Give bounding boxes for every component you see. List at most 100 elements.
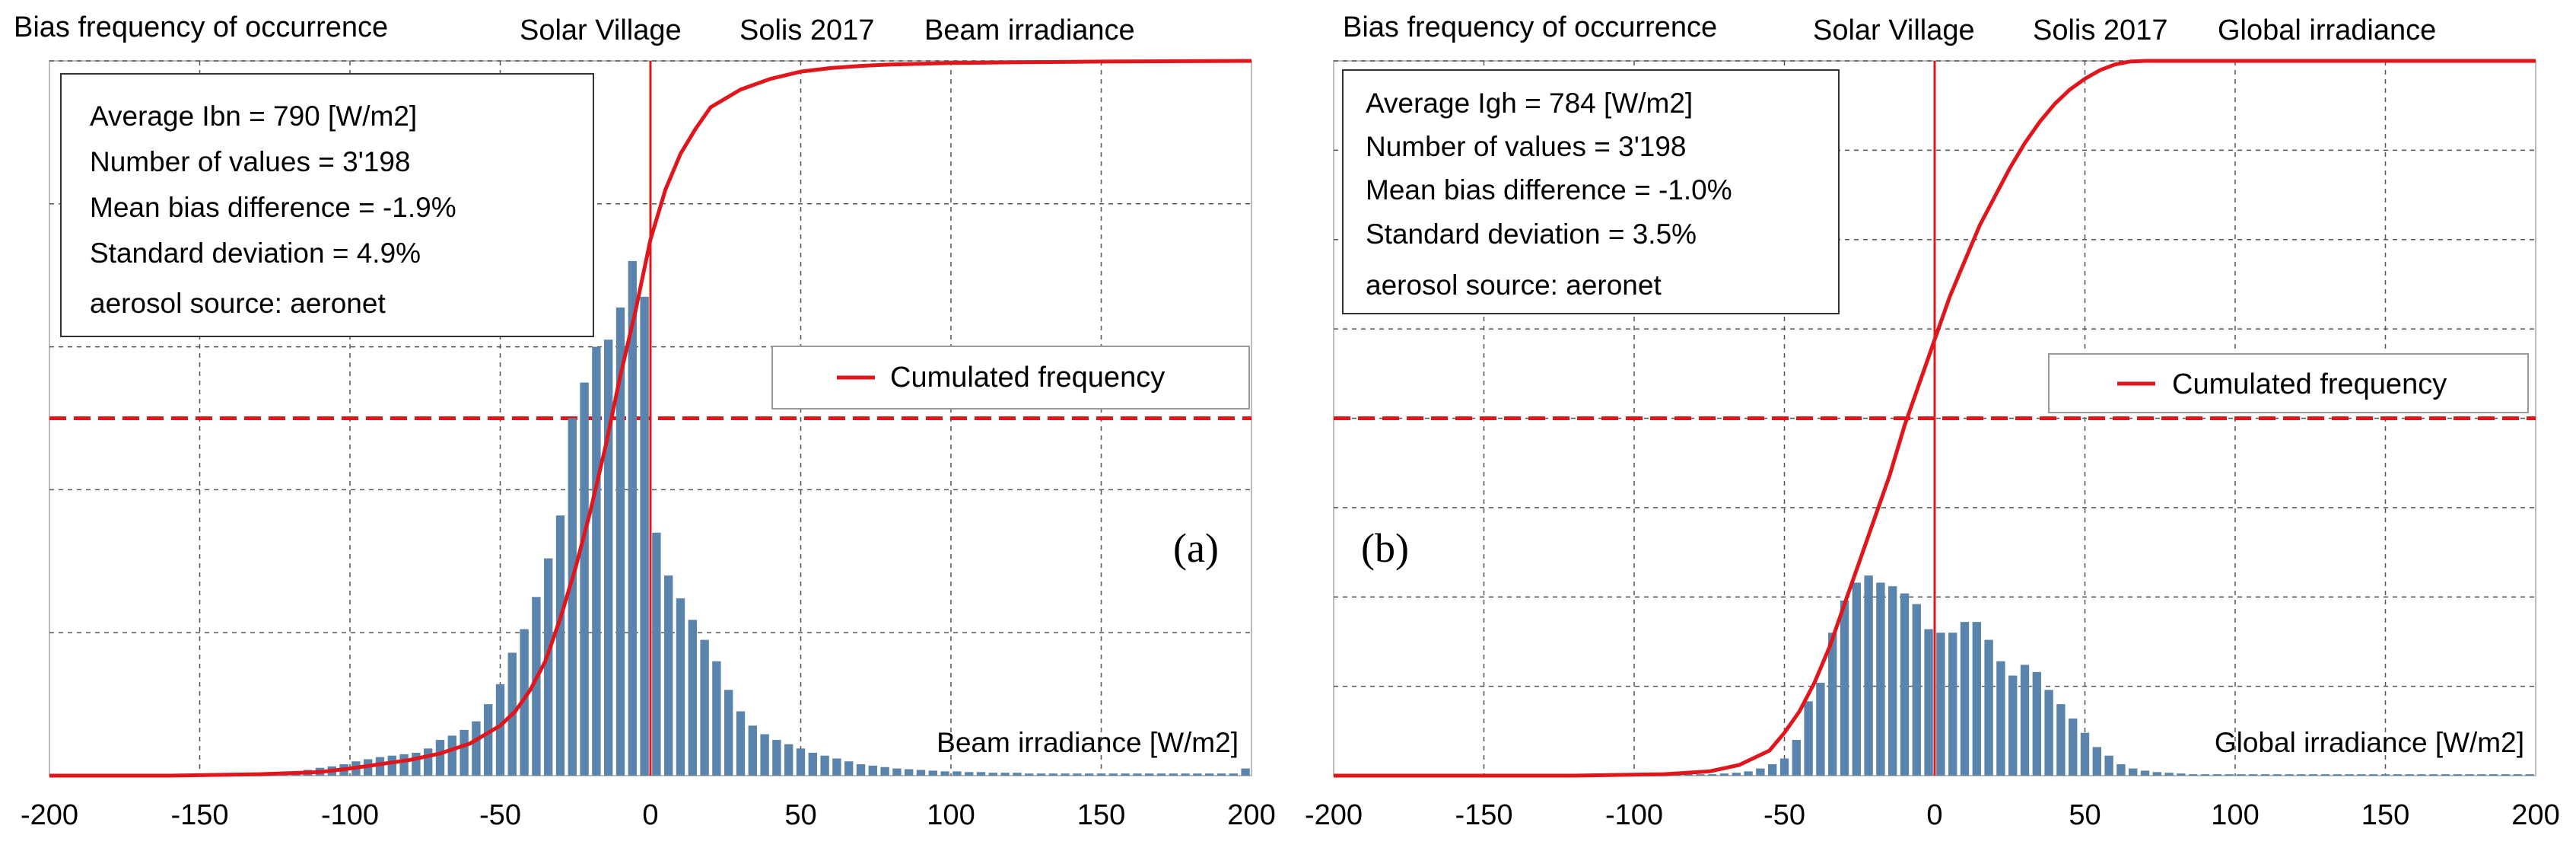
panel-label-b: (b) [1361,525,1409,571]
stat-mbd-a: Mean bias difference = -1.9% [90,192,456,223]
bar-b-95 [2477,774,2486,776]
x-tick-b--200: -200 [1305,799,1363,831]
x-tick-labels-a: -200 -150 -100 -50 0 50 100 150 200 [21,799,1276,831]
bar-a-53 [688,620,697,776]
bar-a-32 [435,740,445,776]
bar-a-60 [772,740,781,776]
bar-b-90 [2417,774,2426,776]
bar-b-57 [2020,665,2030,776]
bar-a-73 [928,770,937,776]
bar-b-85 [2357,774,2366,776]
x-tick-b--50: -50 [1763,799,1805,831]
bar-a-27 [375,757,385,776]
bar-b-50 [1936,633,1945,776]
bar-a-30 [412,752,421,776]
bar-b-51 [1948,633,1957,776]
x-tick-b-200: 200 [2511,799,2559,831]
bar-a-84 [1061,773,1070,776]
bar-a-96 [1205,773,1214,776]
bar-b-40 [1816,682,1825,776]
bar-a-43 [568,418,577,776]
header-title-b: Bias frequency of occurrence [1343,11,1717,43]
bar-a-29 [399,754,409,776]
bar-a-91 [1145,773,1154,776]
bar-b-49 [1924,629,1933,776]
bar-b-78 [2272,774,2282,776]
bar-b-64 [2104,755,2113,776]
bar-b-37 [1779,758,1789,776]
bar-b-68 [2152,772,2161,776]
bar-a-39 [520,629,529,776]
bar-b-98 [2513,774,2522,776]
bar-a-94 [1181,773,1190,776]
x-tick-b-100: 100 [2211,799,2259,831]
bar-a-64 [820,755,829,776]
bar-a-56 [724,690,733,776]
bar-a-69 [880,767,889,776]
x-tick-a--50: -50 [479,799,521,831]
bar-b-94 [2465,774,2474,776]
bar-a-72 [916,770,926,776]
x-tick-b--150: -150 [1455,799,1512,831]
bar-b-86 [2369,774,2378,776]
legend-label-b: Cumulated frequency [2172,368,2447,400]
bar-b-30 [1696,774,1705,776]
histogram-b [1335,575,2534,776]
bar-a-59 [760,734,769,776]
bar-b-72 [2200,774,2210,776]
bar-a-34 [460,729,469,776]
bar-a-55 [712,661,721,776]
bar-b-36 [1768,763,1777,776]
bar-a-88 [1108,773,1118,776]
stats-box-a [60,73,594,337]
bar-a-35 [472,721,481,776]
stat-count-a: Number of values = 3'198 [90,146,411,177]
x-tick-b-150: 150 [2361,799,2409,831]
x-tick-a-100: 100 [927,799,975,831]
x-tick-b--100: -100 [1605,799,1663,831]
x-tick-b-50: 50 [2069,799,2101,831]
header-site-a: Solar Village [520,14,682,46]
bar-b-81 [2309,774,2318,776]
bar-a-81 [1025,773,1034,776]
panel-label-a: (a) [1173,525,1219,571]
x-tick-labels-b: -200 -150 -100 -50 0 50 100 150 200 [1305,799,2560,831]
stat-count-b: Number of values = 3'198 [1366,131,1687,162]
bar-a-47 [615,307,625,776]
bar-b-71 [2189,774,2198,776]
x-tick-a-0: 0 [642,799,658,831]
bar-a-31 [424,748,433,776]
bar-a-41 [544,558,553,776]
header-title-a: Bias frequency of occurrence [14,11,388,43]
bar-b-53 [1972,622,1981,776]
bar-a-37 [495,684,505,776]
panel-b: -200 -150 -100 -50 0 50 100 150 200 Bias frequen… [1305,11,2560,831]
bar-b-62 [2080,732,2090,776]
bar-b-91 [2429,774,2438,776]
bar-a-57 [736,711,746,776]
cumulated-line-b [1334,59,2536,778]
bar-b-69 [2164,773,2174,776]
cumulated-curve-b [1334,59,2536,778]
bar-a-42 [555,515,565,776]
bar-b-39 [1804,701,1813,776]
stat-sd-a: Standard deviation = 4.9% [90,237,421,269]
bar-b-74 [2225,774,2234,776]
bar-a-78 [988,773,997,776]
bar-a-40 [532,597,541,776]
stats-box-b [1342,69,1840,314]
bar-b-67 [2140,770,2150,776]
bar-a-82 [1036,773,1046,776]
bar-a-92 [1156,773,1166,776]
bar-b-70 [2177,773,2186,776]
bar-b-58 [2032,671,2041,776]
bar-a-87 [1096,773,1106,776]
bar-b-48 [1912,604,1921,776]
bar-b-47 [1900,593,1910,776]
bar-a-68 [868,765,877,776]
bar-a-71 [905,769,914,776]
bar-a-61 [784,744,793,776]
bar-a-66 [844,761,854,776]
bar-a-36 [484,704,493,776]
bar-b-79 [2285,774,2294,776]
